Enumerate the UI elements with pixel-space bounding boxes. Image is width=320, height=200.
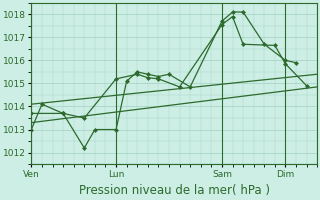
X-axis label: Pression niveau de la mer( hPa ): Pression niveau de la mer( hPa ) xyxy=(79,184,270,197)
